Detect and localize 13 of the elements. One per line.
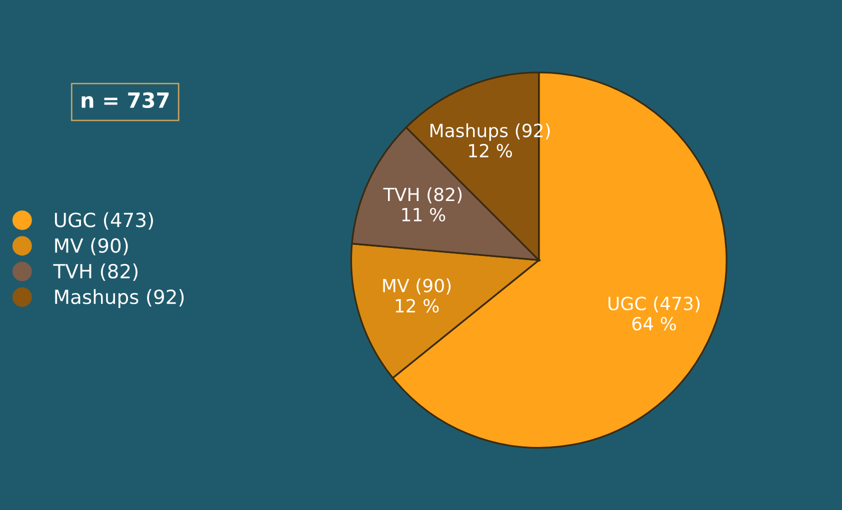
legend-label: UGC (473) [54, 212, 153, 230]
legend-label: TVH (82) [53, 264, 138, 281]
data-label: 12 % [469, 144, 512, 158]
text: n = 737 [82, 92, 169, 108]
data-label: 12 % [396, 298, 439, 313]
slice-label: Mashups (92) [430, 123, 550, 141]
slice-label: TVH (82) [383, 187, 462, 204]
legend-label: Mashups (92) [55, 289, 184, 308]
slice-label: MV (90) [383, 278, 451, 294]
slice-label: UGC (473) [608, 296, 700, 312]
legend-label: MV (90) [55, 238, 128, 256]
data-label: 11 % [402, 208, 446, 222]
data-label: 64 % [632, 316, 676, 331]
